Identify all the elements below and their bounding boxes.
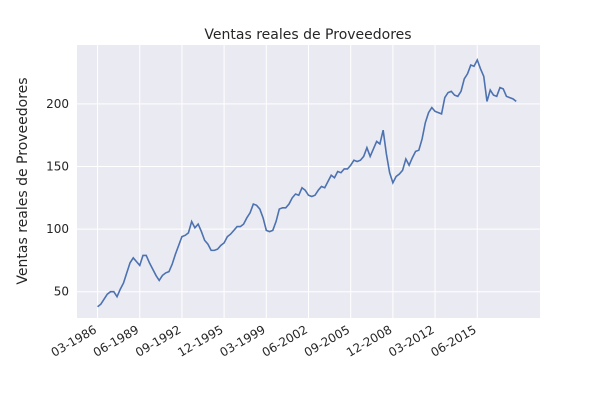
x-tick-label: 03-2012 — [386, 322, 436, 359]
y-axis-label: Ventas reales de Proveedores — [15, 77, 31, 284]
data-line — [97, 58, 517, 308]
x-tick-label: 06-1989 — [91, 322, 141, 359]
x-tick-label: 09-1992 — [133, 322, 183, 359]
y-tick-label: 50 — [54, 285, 69, 299]
x-tick-label: 12-2008 — [344, 322, 394, 359]
x-tick-label: 03-1986 — [49, 322, 99, 359]
y-tick-label: 200 — [46, 97, 69, 111]
y-tick-label: 150 — [46, 159, 69, 173]
x-tick-label: 12-1995 — [175, 322, 225, 359]
x-tick-label: 09-2005 — [302, 322, 352, 359]
x-tick-label: 03-1999 — [217, 322, 267, 359]
x-tick-label: 06-2015 — [428, 322, 478, 359]
y-tick-label: 100 — [46, 222, 69, 236]
x-tick-label: 06-2002 — [260, 322, 310, 359]
chart-title: Ventas reales de Proveedores — [204, 27, 411, 43]
